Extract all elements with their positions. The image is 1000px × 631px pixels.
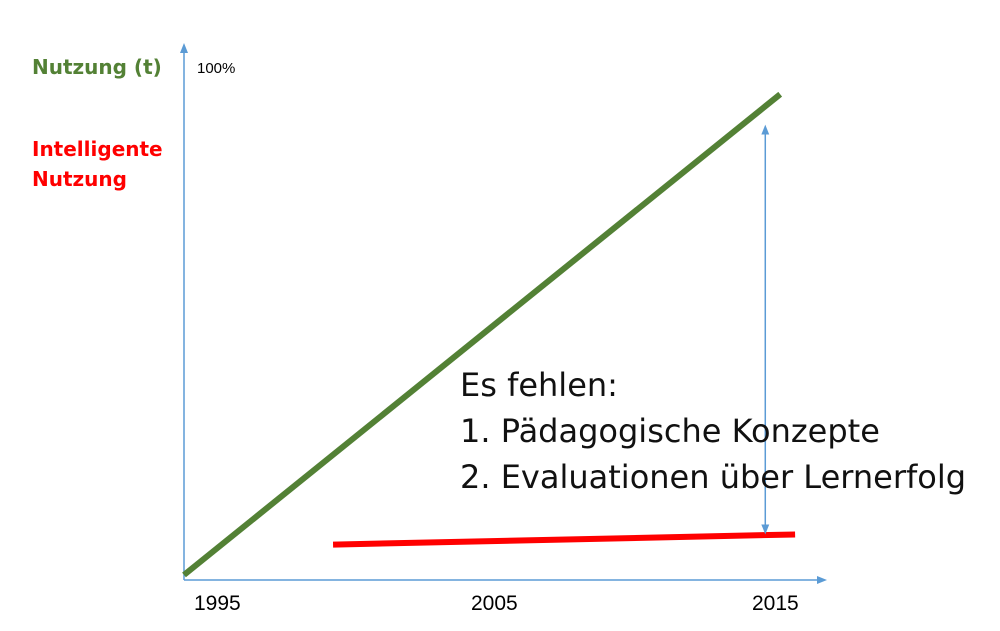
annotation-item-2: 2. Evaluationen über Lernerfolg (460, 458, 967, 496)
legend-nutzung: Nutzung (t) (32, 55, 162, 79)
x-tick-2005: 2005 (471, 592, 518, 615)
x-tick-1995: 1995 (194, 592, 241, 615)
annotation-box: Es fehlen: 1. Pädagogische Konzepte 2. E… (460, 362, 966, 500)
annotation-item-1: 1. Pädagogische Konzepte (460, 412, 880, 450)
series-line-intelligente-nutzung (332, 531, 796, 548)
series-line-nutzung (182, 91, 783, 578)
y-max-label: 100% (197, 60, 236, 77)
legend-intelligente-nutzung: Intelligente Nutzung (32, 137, 163, 191)
x-tick-2015: 2015 (752, 592, 799, 615)
annotation-heading: Es fehlen: (460, 366, 618, 404)
